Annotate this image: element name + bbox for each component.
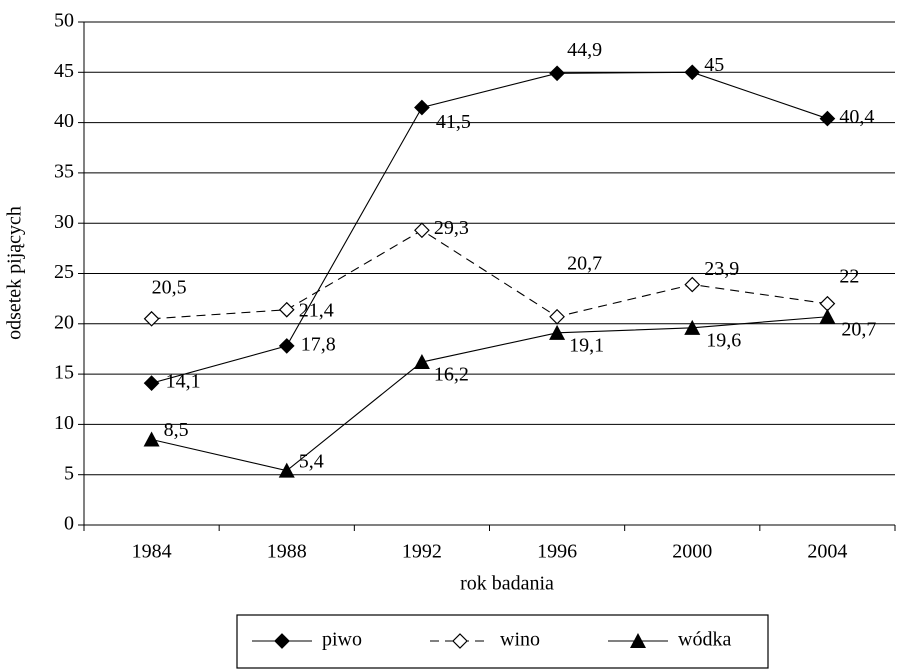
x-tick-label: 1996 — [537, 541, 577, 563]
x-tick-label: 2004 — [807, 541, 847, 563]
data-label: 19,6 — [706, 329, 741, 351]
legend-label: wódka — [678, 629, 731, 651]
legend-marker — [452, 633, 468, 649]
y-tick-label: 15 — [54, 362, 74, 384]
y-tick-label: 40 — [54, 110, 74, 132]
legend-label: wino — [500, 629, 540, 651]
marker — [278, 301, 295, 318]
y-tick-label: 35 — [54, 160, 74, 182]
y-tick-label: 20 — [54, 311, 74, 333]
data-label: 22 — [839, 265, 859, 287]
marker — [143, 375, 160, 392]
legend-label: piwo — [322, 629, 362, 651]
marker — [278, 338, 295, 354]
marker — [684, 64, 701, 81]
marker — [413, 354, 430, 370]
legend-marker — [274, 633, 290, 649]
y-axis-label: odsetek pijących — [4, 206, 26, 340]
data-label: 14,1 — [166, 371, 201, 393]
y-tick-label: 30 — [54, 211, 74, 233]
marker — [143, 310, 160, 327]
data-label: 44,9 — [567, 39, 602, 61]
data-label: 16,2 — [434, 364, 469, 386]
data-label: 20,7 — [841, 318, 876, 340]
marker — [819, 110, 836, 127]
legend-marker — [630, 633, 646, 648]
x-axis-label: rok badania — [460, 573, 554, 595]
y-tick-label: 5 — [64, 462, 74, 484]
y-tick-label: 10 — [54, 412, 74, 434]
x-tick-label: 1984 — [132, 541, 172, 563]
marker — [684, 319, 701, 335]
series-line — [151, 316, 828, 472]
data-label: 29,3 — [434, 217, 469, 239]
y-tick-label: 0 — [64, 513, 74, 535]
data-label: 21,4 — [299, 299, 334, 321]
y-tick-label: 45 — [54, 60, 74, 82]
data-label: 20,5 — [152, 276, 187, 298]
series-line — [151, 71, 828, 384]
data-label: 45 — [704, 54, 724, 76]
marker — [414, 222, 430, 239]
marker — [549, 324, 566, 340]
marker — [414, 99, 430, 116]
y-tick-label: 25 — [54, 261, 74, 283]
marker — [819, 295, 836, 312]
marker — [549, 308, 565, 325]
marker — [819, 308, 836, 324]
series-line — [151, 229, 828, 320]
marker — [684, 276, 701, 293]
x-tick-label: 1988 — [267, 541, 307, 563]
data-label: 20,7 — [567, 252, 602, 274]
data-label: 5,4 — [299, 450, 324, 472]
data-label: 17,8 — [301, 334, 336, 356]
data-label: 19,1 — [569, 334, 604, 356]
x-tick-label: 1992 — [402, 541, 442, 563]
data-label: 8,5 — [164, 419, 189, 441]
data-label: 40,4 — [839, 106, 874, 128]
y-tick-label: 50 — [54, 10, 74, 32]
marker — [278, 462, 295, 478]
marker — [143, 431, 160, 447]
marker — [549, 65, 565, 82]
data-label: 23,9 — [704, 258, 739, 280]
data-label: 41,5 — [436, 111, 471, 133]
legend-box — [236, 614, 769, 669]
x-tick-label: 2000 — [672, 541, 712, 563]
